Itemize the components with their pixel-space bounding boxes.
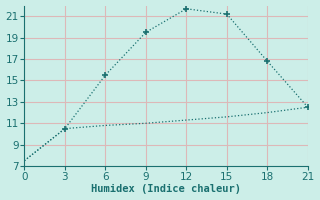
X-axis label: Humidex (Indice chaleur): Humidex (Indice chaleur) bbox=[91, 184, 241, 194]
